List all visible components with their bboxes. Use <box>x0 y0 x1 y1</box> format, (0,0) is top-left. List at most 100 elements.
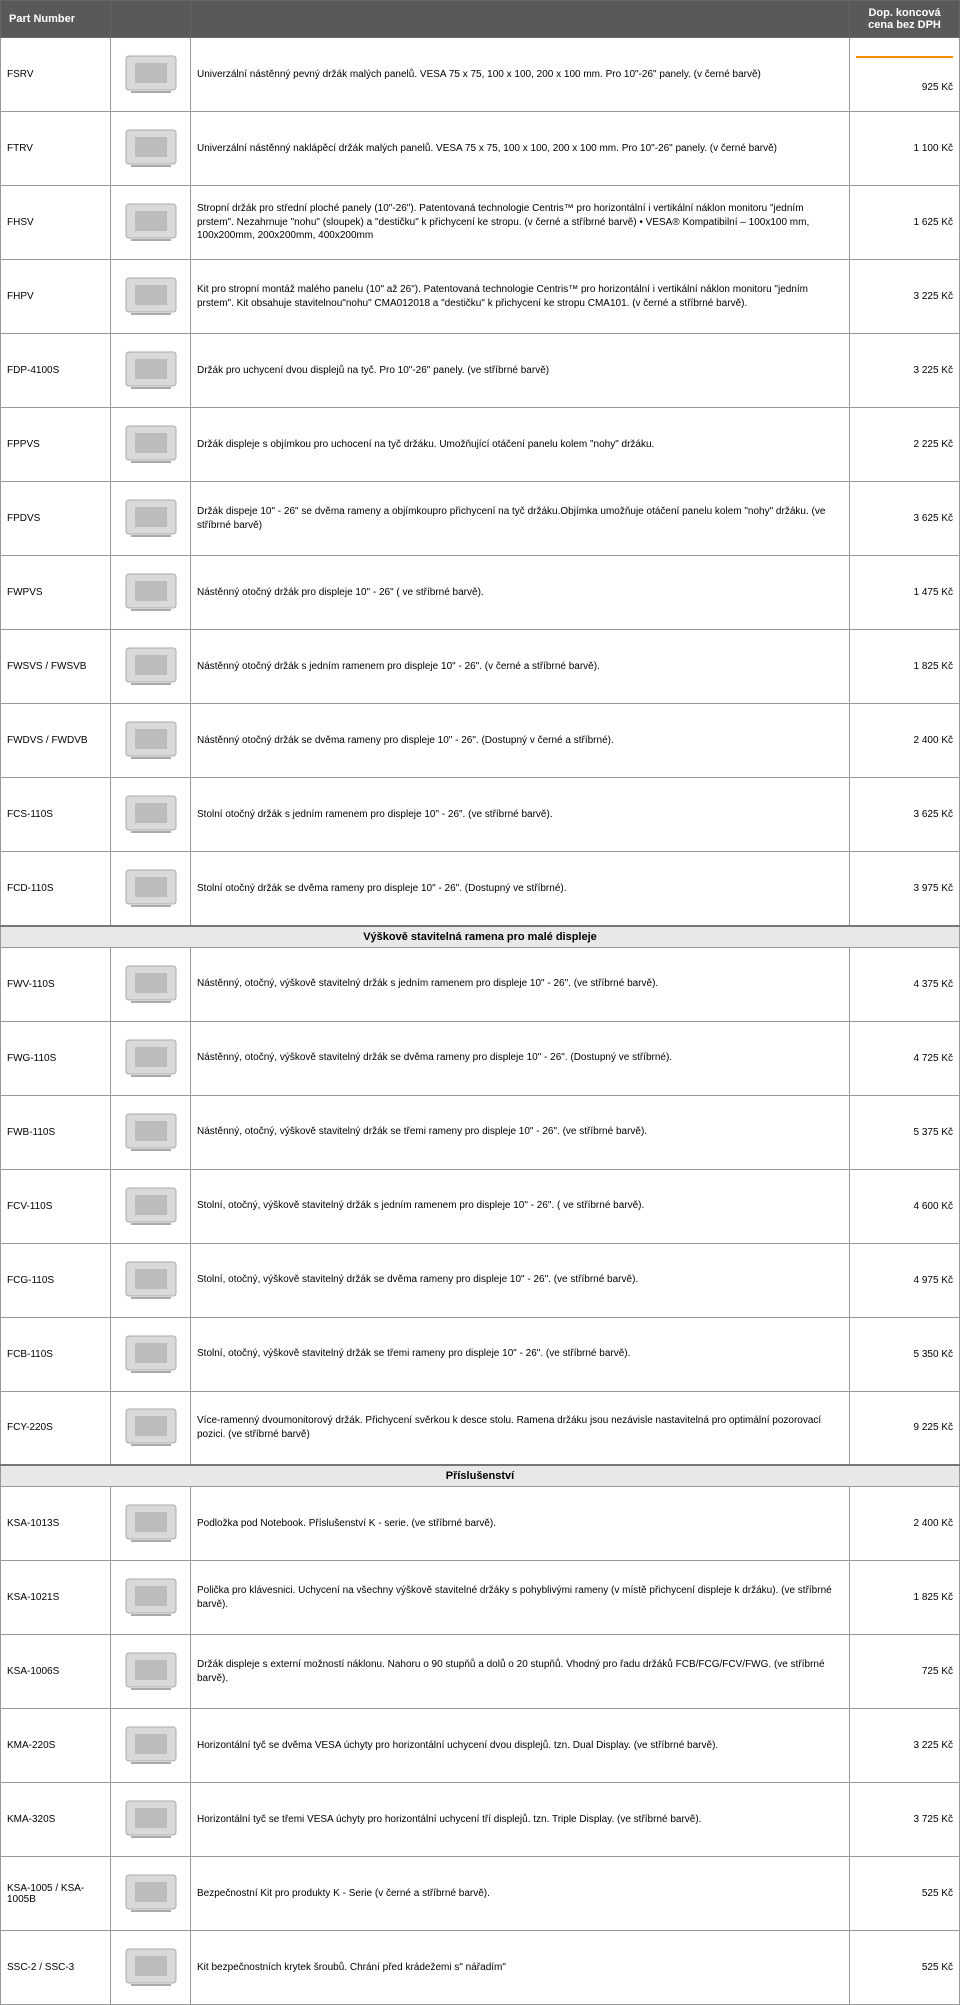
product-thumbnail <box>111 947 191 1021</box>
product-description: Nástěnný otočný držák s jedním ramenem p… <box>191 630 850 704</box>
product-description: Kit pro stropní montáž malého panelu (10… <box>191 260 850 334</box>
product-price: 4 375 Kč <box>850 947 960 1021</box>
product-description: Nástěnný, otočný, výškově stavitelný drž… <box>191 1021 850 1095</box>
product-price: 3 225 Kč <box>850 334 960 408</box>
product-description: Stolní, otočný, výškově stavitelný držák… <box>191 1317 850 1391</box>
product-description: Polička pro klávesnici. Uchycení na všec… <box>191 1561 850 1635</box>
product-description: Podložka pod Notebook. Příslušenství K -… <box>191 1487 850 1561</box>
product-price: 3 975 Kč <box>850 852 960 926</box>
product-price: 3 725 Kč <box>850 1783 960 1857</box>
table-row: FPDVS Držák dispeje 10" - 26" se dvěma ra… <box>1 482 960 556</box>
product-thumbnail <box>111 1783 191 1857</box>
product-description: Univerzální nástěnný pevný držák malých … <box>191 38 850 112</box>
part-number: FWG-110S <box>1 1021 111 1095</box>
product-price: 2 400 Kč <box>850 1487 960 1561</box>
part-number: FCD-110S <box>1 852 111 926</box>
table-row: FHPV Kit pro stropní montáž malého panelu… <box>1 260 960 334</box>
part-number: FPDVS <box>1 482 111 556</box>
product-thumbnail <box>111 1317 191 1391</box>
product-thumbnail <box>111 1709 191 1783</box>
part-number: FHSV <box>1 186 111 260</box>
part-number: KMA-220S <box>1 1709 111 1783</box>
part-number: FWB-110S <box>1 1095 111 1169</box>
table-row: FWPVS Nástěnný otočný držák pro displeje … <box>1 556 960 630</box>
product-description: Stolní otočný držák se dvěma rameny pro … <box>191 852 850 926</box>
table-row: FPPVSDržák displeje s objímkou pro uchoc… <box>1 408 960 482</box>
table-row: FTRVUniverzální nástěnný naklápěcí držák… <box>1 112 960 186</box>
product-description: Stolní, otočný, výškově stavitelný držák… <box>191 1169 850 1243</box>
product-description: Držák displeje s externí možností náklon… <box>191 1635 850 1709</box>
product-thumbnail <box>111 704 191 778</box>
part-number: FCY-220S <box>1 1391 111 1465</box>
product-description: Kit bezpečnostních krytek šroubů. Chrání… <box>191 1931 850 2005</box>
table-row: KSA-1005 / KSA-1005BBezpečnostní Kit pro… <box>1 1857 960 1931</box>
product-description: Horizontální tyč se dvěma VESA úchyty pr… <box>191 1709 850 1783</box>
product-price: 3 225 Kč <box>850 1709 960 1783</box>
product-price: 4 725 Kč <box>850 1021 960 1095</box>
product-price: 3 625 Kč <box>850 482 960 556</box>
table-row: FWG-110S Nástěnný, otočný, výškově stavit… <box>1 1021 960 1095</box>
part-number: FCS-110S <box>1 778 111 852</box>
product-thumbnail <box>111 260 191 334</box>
section-title: Výškově stavitelná ramena pro malé displ… <box>1 926 960 948</box>
product-thumbnail <box>111 38 191 112</box>
col-description <box>191 1 850 38</box>
table-row: KSA-1021SPolička pro klávesnici. Uchycen… <box>1 1561 960 1635</box>
section-title: Příslušenství <box>1 1465 960 1487</box>
part-number: SSC-2 / SSC-3 <box>1 1931 111 2005</box>
product-thumbnail <box>111 1487 191 1561</box>
table-row: FCY-220S Více-ramenný dvoumonitorový držá… <box>1 1391 960 1465</box>
table-row: FWB-110SNástěnný, otočný, výškově stavit… <box>1 1095 960 1169</box>
table-row: FCD-110S Stolní otočný držák se dvěma ram… <box>1 852 960 926</box>
product-description: Držák dispeje 10" - 26" se dvěma rameny … <box>191 482 850 556</box>
product-thumbnail <box>111 334 191 408</box>
product-description: Více-ramenný dvoumonitorový držák. Přich… <box>191 1391 850 1465</box>
product-thumbnail <box>111 482 191 556</box>
product-description: Nástěnný otočný držák se dvěma rameny pr… <box>191 704 850 778</box>
product-thumbnail <box>111 1021 191 1095</box>
product-description: Nástěnný otočný držák pro displeje 10" -… <box>191 556 850 630</box>
part-number: FHPV <box>1 260 111 334</box>
product-description: Horizontální tyč se třemi VESA úchyty pr… <box>191 1783 850 1857</box>
table-row: FCB-110SStolní, otočný, výškově stavitel… <box>1 1317 960 1391</box>
product-price: 525 Kč <box>850 1857 960 1931</box>
product-thumbnail <box>111 1931 191 2005</box>
part-number: FWSVS / FWSVB <box>1 630 111 704</box>
product-thumbnail <box>111 408 191 482</box>
table-row: FCS-110SStolní otočný držák s jedním ram… <box>1 778 960 852</box>
product-thumbnail <box>111 852 191 926</box>
part-number: FWPVS <box>1 556 111 630</box>
part-number: KSA-1013S <box>1 1487 111 1561</box>
part-number: KSA-1006S <box>1 1635 111 1709</box>
product-thumbnail <box>111 112 191 186</box>
part-number: FWDVS / FWDVB <box>1 704 111 778</box>
product-price: 1 825 Kč <box>850 1561 960 1635</box>
product-table: Part Number Dop. koncová cena bez DPH FS… <box>0 0 960 2005</box>
col-price: Dop. koncová cena bez DPH <box>850 1 960 38</box>
product-description: Stropní držák pro střední ploché panely … <box>191 186 850 260</box>
product-description: Držák displeje s objímkou pro uchocení n… <box>191 408 850 482</box>
table-row: FWDVS / FWDVB Nástěnný otočný držák se dv… <box>1 704 960 778</box>
product-description: Nástěnný, otočný, výškově stavitelný drž… <box>191 947 850 1021</box>
table-row: KSA-1006S Držák displeje s externí možnos… <box>1 1635 960 1709</box>
table-row: FWSVS / FWSVB Nástěnný otočný držák s jed… <box>1 630 960 704</box>
section-header: Příslušenství <box>1 1465 960 1487</box>
table-row: FSRVUniverzální nástěnný pevný držák mal… <box>1 38 960 112</box>
product-price: 3 625 Kč <box>850 778 960 852</box>
table-row: KSA-1013S Podložka pod Notebook. Přísluše… <box>1 1487 960 1561</box>
product-price: 9 225 Kč <box>850 1391 960 1465</box>
product-thumbnail <box>111 556 191 630</box>
part-number: KSA-1005 / KSA-1005B <box>1 1857 111 1931</box>
table-row: FHSV Stropní držák pro střední ploché pan… <box>1 186 960 260</box>
product-price: 725 Kč <box>850 1635 960 1709</box>
product-thumbnail <box>111 1095 191 1169</box>
section-header: Výškově stavitelná ramena pro malé displ… <box>1 926 960 948</box>
product-price: 2 400 Kč <box>850 704 960 778</box>
product-thumbnail <box>111 1561 191 1635</box>
product-thumbnail <box>111 778 191 852</box>
product-thumbnail <box>111 1857 191 1931</box>
table-row: SSC-2 / SSC-3 Kit bezpečnostních krytek š… <box>1 1931 960 2005</box>
table-row: FCV-110SStolní, otočný, výškově stavitel… <box>1 1169 960 1243</box>
product-price: 4 975 Kč <box>850 1243 960 1317</box>
product-thumbnail <box>111 186 191 260</box>
